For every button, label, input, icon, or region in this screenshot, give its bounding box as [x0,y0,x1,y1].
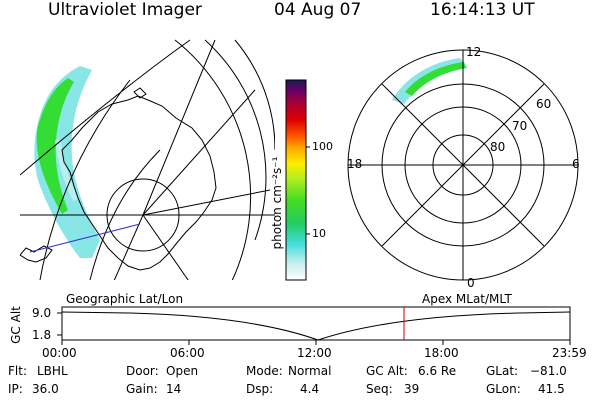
gcalt-label: GC Alt: [366,364,408,378]
lat-label-60: 60 [536,97,552,111]
glon-label: GLon: [486,382,521,396]
gcalt-value: 6.6 Re [418,364,457,378]
door-label: Door: [126,364,159,378]
header: Ultraviolet Imager 04 Aug 07 16:14:13 UT [0,0,600,24]
aurora-core-geo [36,78,74,214]
glat-value: −81.0 [530,364,567,378]
time-label: 16:14:13 UT [430,0,535,20]
colorbar-label: photon cm⁻²s⁻¹ [270,156,284,250]
orbit-ytick-1-8: 1.8 [32,328,52,342]
mlt-label-18: 18 [347,157,363,171]
mode-value: Normal [288,364,332,378]
dsp-value: 4.4 [300,382,320,396]
aurora-core-polar [405,62,466,96]
glon-value: 41.5 [538,382,565,396]
mlt-label-12: 12 [466,45,482,59]
orbit-xtick-0000: 00:00 [42,346,77,360]
date-label: 04 Aug 07 [274,0,362,20]
orbit-ytick-9: 9.0 [32,306,52,320]
orbit-left-title: Geographic Lat/Lon [66,292,184,306]
lat-label-80: 80 [490,140,506,154]
seq-label: Seq: [366,382,393,396]
orbit-right-title: Apex MLat/MLT [422,292,512,306]
gain-value: 14 [166,382,182,396]
orbit-y-axis-label: GC Alt [9,306,23,344]
flt-value: LBHL [37,364,68,378]
colorbar-tick-100: 100 [312,140,333,153]
door-value: Open [166,364,199,378]
satellite-track [29,223,141,253]
gain-label: Gain: [126,382,158,396]
mlt-label-0: 0 [467,276,475,290]
orbit-xtick-1200: 12:00 [297,346,332,360]
colorbar-tick-10: 10 [312,227,326,240]
colorbar [285,79,310,281]
dsp-label: Dsp: [246,382,274,396]
orbit-xtick-1800: 18:00 [424,346,459,360]
instrument-title: Ultraviolet Imager [48,0,202,20]
polar-plot [347,49,579,281]
mlt-label-6: 6 [572,157,580,171]
glat-label: GLat: [486,364,519,378]
altitude-curve [61,311,571,341]
seq-value: 39 [404,382,420,396]
ip-label: IP: [8,382,23,396]
orbit-panel [57,306,571,345]
orbit-xtick-2359: 23:59 [552,346,587,360]
geographic-map-panel [20,39,275,280]
orbit-xtick-0600: 06:00 [170,346,205,360]
coastline [61,95,217,271]
ip-value: 36.0 [32,382,59,396]
lat-label-70: 70 [512,119,528,133]
flt-label: Flt: [8,364,27,378]
mode-label: Mode: [246,364,283,378]
